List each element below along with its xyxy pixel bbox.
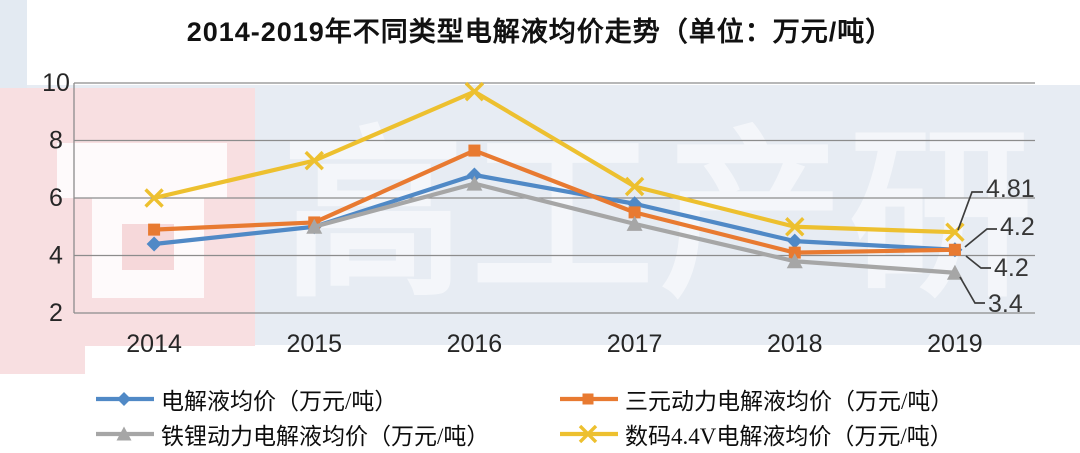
legend-marker-x-icon [560, 425, 618, 443]
annotation-3.4: 3.4 [959, 276, 1023, 318]
svg-text:4: 4 [49, 242, 63, 270]
watermark-logo-ring-inner [122, 224, 174, 270]
legend-label: 电解液均价（万元/吨） [161, 389, 398, 414]
svg-text:4.2: 4.2 [1000, 213, 1035, 241]
legend-marker-diamond-icon [96, 392, 154, 406]
annotation-4.81: 4.81 [957, 175, 1035, 231]
annotation-4.2: 4.2 [965, 254, 1029, 282]
legend-item-lfp: 铁锂动力电解液均价（万元/吨） [96, 419, 489, 449]
svg-text:10: 10 [42, 69, 70, 97]
svg-text:6: 6 [49, 184, 63, 212]
chart-title: 2014-2019年不同类型电解液均价走势（单位：万元/吨） [186, 17, 894, 47]
watermark-logo-ring [92, 198, 204, 298]
svg-text:2016: 2016 [447, 330, 503, 358]
series-triangle [306, 175, 963, 280]
svg-text:2014: 2014 [126, 330, 182, 358]
svg-text:2: 2 [49, 299, 63, 327]
line-chart: 2 4 6 8 10 2014 2015 2016 2017 2018 2019 4.81 4.2 4.2… [42, 69, 1035, 358]
svg-text:2019: 2019 [927, 330, 983, 358]
legend-label: 数码4.4V电解液均价（万元/吨） [625, 424, 953, 449]
svg-text:3.4: 3.4 [988, 290, 1023, 318]
legend-marker-square-icon [560, 393, 618, 405]
annotation-4.2: 4.2 [964, 213, 1035, 248]
legend-label: 三元动力电解液均价（万元/吨） [625, 389, 954, 414]
svg-text:8: 8 [49, 127, 63, 155]
watermark-pink-strip [0, 346, 85, 374]
svg-text:4.2: 4.2 [994, 254, 1029, 282]
svg-text:2017: 2017 [607, 330, 663, 358]
svg-text:2015: 2015 [286, 330, 342, 358]
legend-item-electrolyte-avg: 电解液均价（万元/吨） [96, 384, 397, 414]
legend-label: 铁锂动力电解液均价（万元/吨） [161, 424, 490, 449]
legend-item-ternary: 三元动力电解液均价（万元/吨） [560, 384, 953, 414]
svg-text:4.81: 4.81 [986, 175, 1035, 203]
svg-text:2018: 2018 [767, 330, 823, 358]
watermark-corner [0, 0, 27, 88]
legend-marker-triangle-icon [96, 426, 154, 441]
series-x [144, 81, 965, 242]
legend-item-digital-44v: 数码4.4V电解液均价（万元/吨） [560, 419, 953, 449]
